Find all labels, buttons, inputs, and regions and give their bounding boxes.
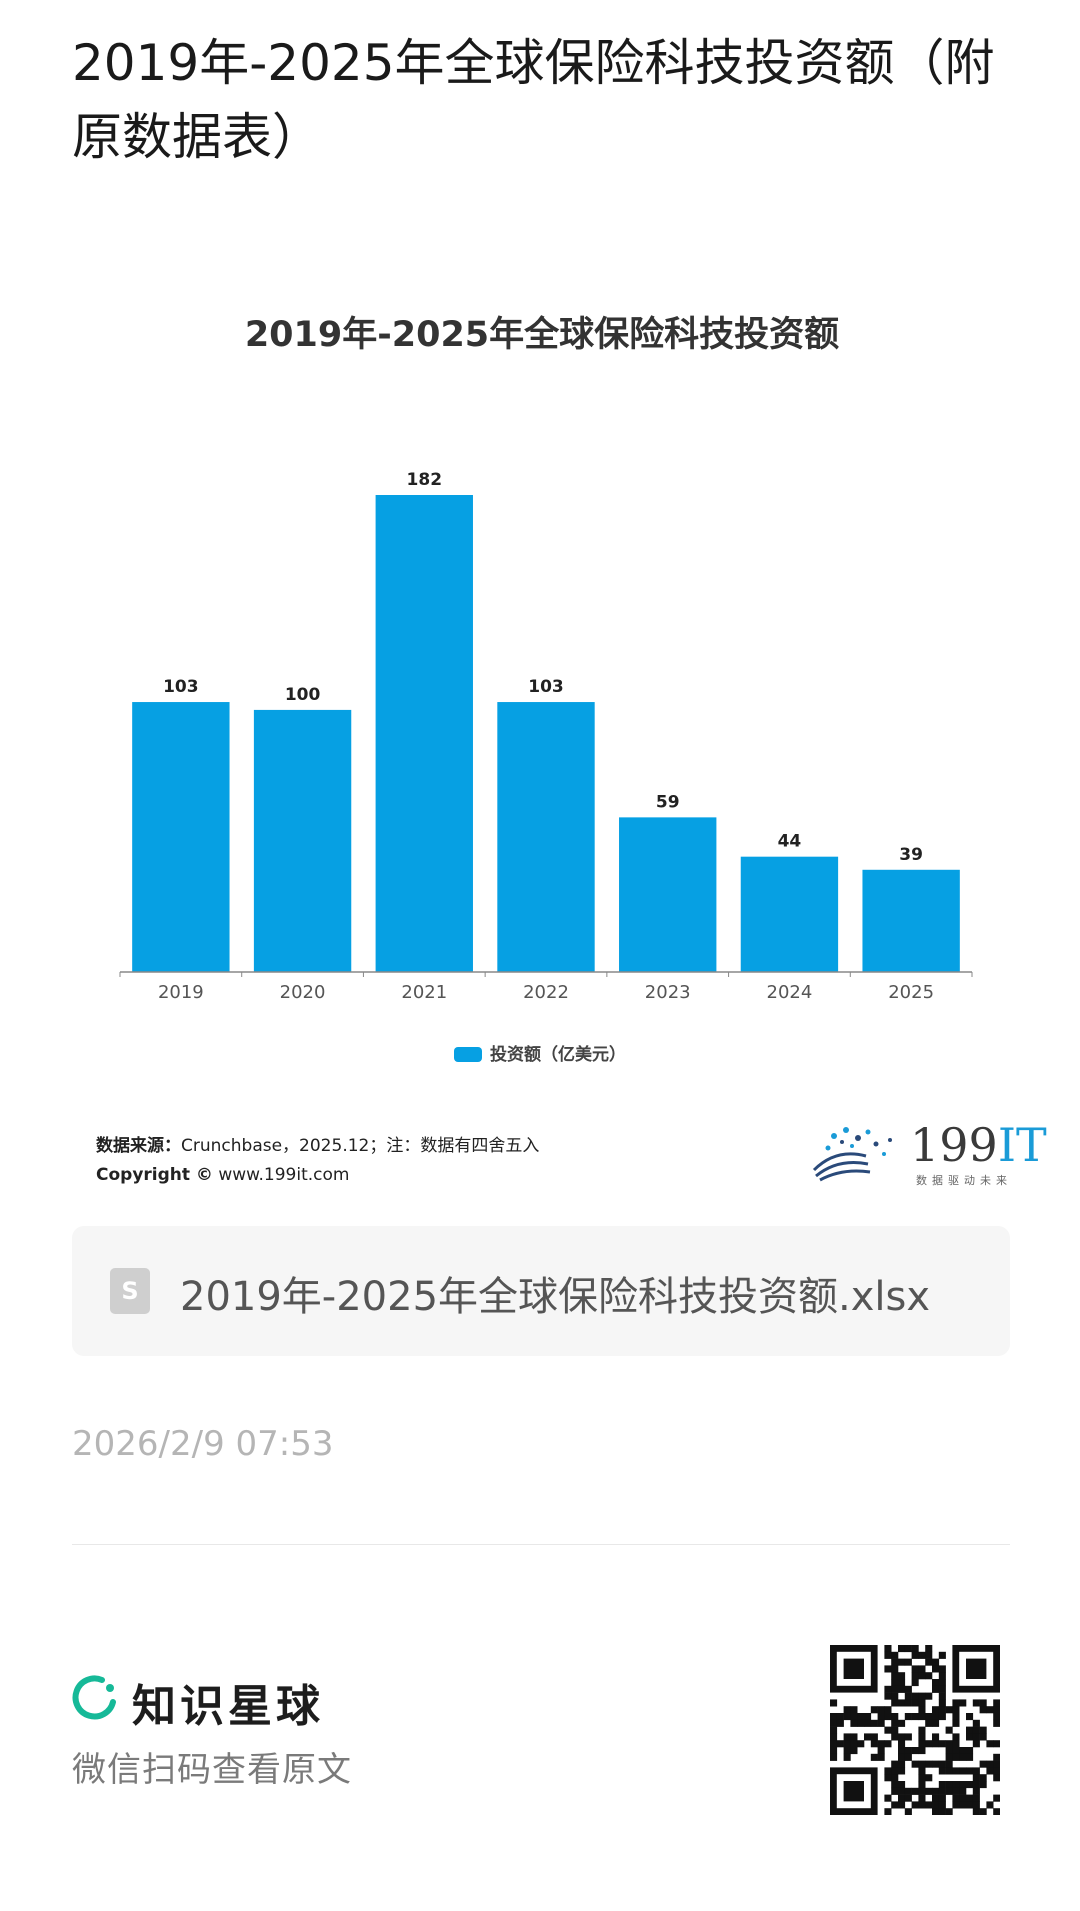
x-tick-label-2023: 2023 bbox=[645, 982, 691, 1003]
data-label-2022: 103 bbox=[528, 677, 564, 697]
brand-dandelion-icon bbox=[812, 1127, 892, 1182]
data-label-2021: 182 bbox=[407, 470, 443, 490]
x-tick-label-2019: 2019 bbox=[158, 982, 204, 1003]
bar-2023 bbox=[619, 817, 717, 972]
bar-chart: 103 2019 100 2020 182 2021 103 2022 59 2023 44 2024… bbox=[119, 470, 973, 1003]
qr-code-icon[interactable] bbox=[830, 1645, 1000, 1815]
chart-legend: 投资额（亿美元） bbox=[0, 1040, 1080, 1065]
brand-wordmark: 199IT bbox=[910, 1118, 1047, 1172]
data-label-2023: 59 bbox=[656, 792, 680, 812]
x-tick-label-2025: 2025 bbox=[888, 982, 934, 1003]
bar-2022 bbox=[497, 702, 595, 972]
bar-2020 bbox=[253, 709, 352, 972]
x-tick-label-2024: 2024 bbox=[767, 982, 813, 1003]
copyright-site: www.199it.com bbox=[218, 1165, 350, 1185]
x-tick-label-2021: 2021 bbox=[401, 982, 447, 1003]
copyright-label: Copyright © bbox=[96, 1165, 213, 1185]
source-text: Crunchbase，2025.12；注：数据有四舍五入 bbox=[181, 1136, 540, 1156]
post-title: 2019年-2025年全球保险科技投资额（附原数据表） bbox=[72, 34, 995, 166]
post-date: 2026/2/9 07:53 bbox=[72, 1424, 334, 1464]
planet-logo-icon bbox=[72, 1675, 116, 1720]
divider bbox=[72, 1544, 1010, 1545]
chart-card: 2019年-2025年全球保险科技投资额 103 2019 100 2020 182 20… bbox=[72, 270, 1008, 1200]
brand-tagline: 数据驱动未来 bbox=[916, 1174, 1012, 1187]
attachment-file-name: 2019年-2025年全球保险科技投资额.xlsx bbox=[180, 1274, 931, 1320]
legend-swatch bbox=[454, 1047, 482, 1062]
scan-hint: 微信扫码查看原文 bbox=[72, 1750, 352, 1790]
legend-label: 投资额（亿美元） bbox=[490, 1045, 626, 1065]
bar-2019 bbox=[132, 702, 230, 972]
data-label-2020: 100 bbox=[285, 685, 321, 705]
attachment-file-card[interactable]: S 2019年-2025年全球保险科技投资额.xlsx bbox=[72, 1226, 1010, 1356]
x-tick-label-2022: 2022 bbox=[523, 982, 569, 1003]
data-label-2019: 103 bbox=[163, 677, 199, 697]
bar-2021 bbox=[375, 495, 473, 972]
data-label-2024: 44 bbox=[778, 832, 802, 852]
chart-title: 2019年-2025年全球保险科技投资额 bbox=[244, 315, 840, 355]
data-label-2025: 39 bbox=[899, 845, 923, 865]
bar-2024 bbox=[740, 856, 839, 972]
planet-name: 知识星球 bbox=[132, 1681, 324, 1732]
source-note: 数据来源：Crunchbase，2025.12；注：数据有四舍五入 Copyri… bbox=[96, 1132, 539, 1190]
x-tick-label-2020: 2020 bbox=[280, 982, 326, 1003]
bar-2025 bbox=[862, 869, 960, 972]
source-label: 数据来源： bbox=[96, 1136, 181, 1156]
spreadsheet-file-icon: S bbox=[110, 1268, 150, 1314]
